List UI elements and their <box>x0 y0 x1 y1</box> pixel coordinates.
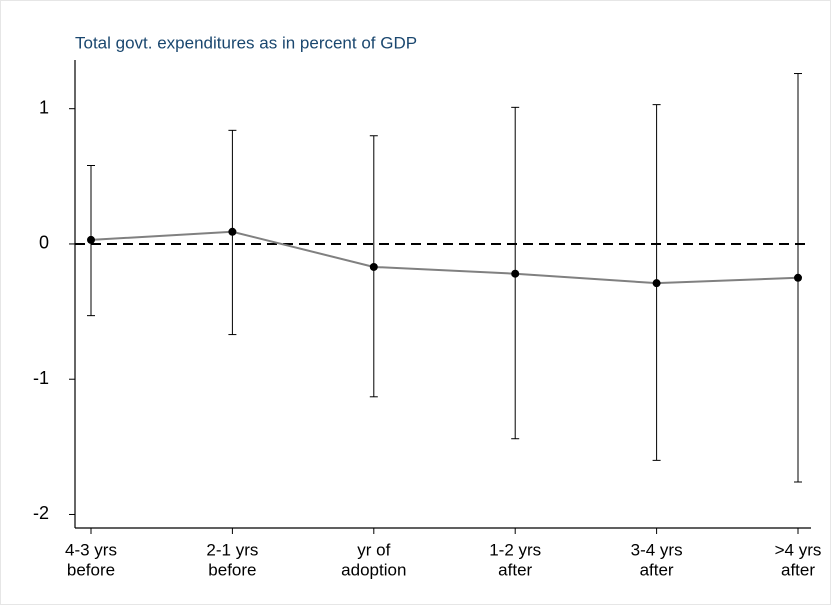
x-tick-label: before <box>208 560 256 579</box>
chart-title: Total govt. expenditures as in percent o… <box>75 33 417 52</box>
x-tick-label: 4-3 yrs <box>65 540 117 559</box>
data-line <box>90 230 799 285</box>
y-tick-label: -2 <box>33 503 49 523</box>
x-tick-label: >4 yrs <box>775 540 822 559</box>
y-tick-label: 1 <box>39 97 49 117</box>
x-tick-label: before <box>67 560 115 579</box>
data-point <box>369 262 378 271</box>
data-point <box>87 235 95 244</box>
x-tick-label: after <box>498 560 532 579</box>
x-tick-label: yr of <box>357 540 390 559</box>
data-point <box>652 279 661 288</box>
x-tick-label: after <box>781 560 815 579</box>
y-tick-label: 0 <box>39 233 49 253</box>
y-tick-label: -1 <box>33 368 49 388</box>
data-point <box>794 273 802 282</box>
x-tick-label: adoption <box>341 560 406 579</box>
x-tick-label: 2-1 yrs <box>206 540 258 559</box>
data-point <box>228 227 237 236</box>
x-tick-label: after <box>640 560 674 579</box>
x-tick-label: 3-4 yrs <box>631 540 683 559</box>
x-tick-label: 1-2 yrs <box>489 540 541 559</box>
data-point <box>511 269 520 278</box>
